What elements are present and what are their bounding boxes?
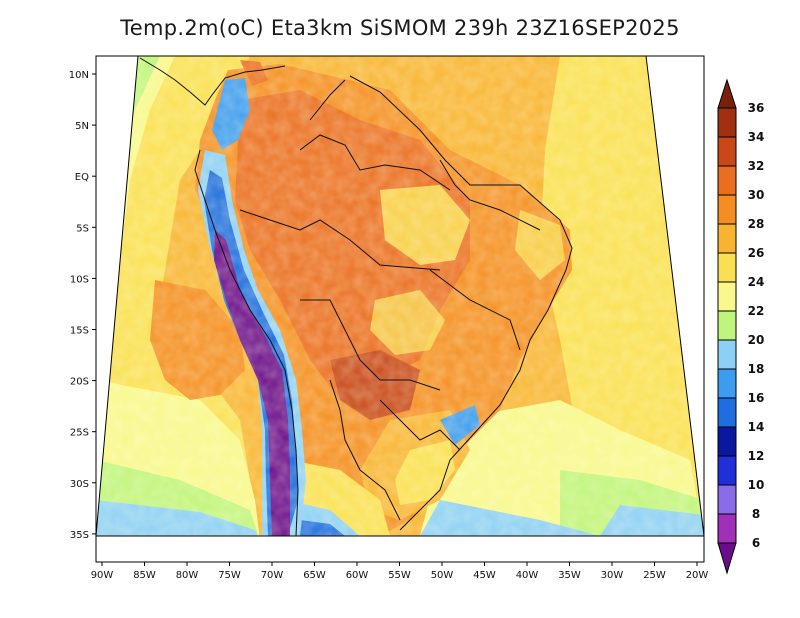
lon-tick-label: 90W: [91, 570, 114, 581]
colorbar-box: [717, 426, 737, 457]
lat-tick-label: EQ: [75, 172, 89, 183]
lat-tick-label: 35S: [70, 530, 89, 541]
lon-tick-label: 35W: [558, 570, 581, 581]
latitude-axis: 10N 5N EQ 5S 10S 15S 20S 25S 30S 35S: [69, 70, 96, 541]
colorbar-label: 18: [748, 362, 765, 376]
lat-tick-label: 10N: [69, 70, 89, 81]
coastlines: [139, 57, 573, 537]
colorbar-label: 16: [748, 391, 765, 405]
colorbar-box: [717, 223, 737, 254]
lon-tick-label: 65W: [303, 570, 326, 581]
colorbar-label: 22: [748, 304, 765, 318]
lon-tick-label: 25W: [643, 570, 666, 581]
colorbar-label: 12: [748, 449, 765, 463]
colorbar-box: [717, 513, 737, 544]
colorbar-top-arrow: [717, 78, 737, 109]
colorbar-label: 36: [748, 101, 765, 115]
colorbar-box: [717, 252, 737, 283]
lon-tick-label: 30W: [601, 570, 624, 581]
lon-tick-label: 40W: [516, 570, 539, 581]
lat-tick-label: 20S: [70, 377, 89, 388]
lon-tick-label: 55W: [388, 570, 411, 581]
colorbar-box: [717, 455, 737, 486]
colorbar-label: 26: [748, 246, 765, 260]
colorbar-box: [717, 339, 737, 370]
colorbar-box: [717, 194, 737, 225]
lat-tick-label: 25S: [70, 428, 89, 439]
colorbar-box: [717, 310, 737, 341]
colorbar-box: [717, 281, 737, 312]
longitude-axis: 90W 85W 80W 75W 70W 65W 60W 55W 50W 45W 40W 35W 30W 2…: [91, 562, 709, 581]
temperature-field: [96, 56, 704, 536]
colorbar: 36 34 32 30 28 26 24 22 20 18 16 14 12 10 8 6: [717, 78, 765, 575]
colorbar-box: [717, 484, 737, 515]
colorbar-label: 10: [748, 478, 765, 492]
lon-tick-label: 20W: [686, 570, 709, 581]
lat-tick-label: 5N: [75, 121, 89, 132]
lat-tick-label: 15S: [70, 326, 89, 337]
colorbar-label: 34: [748, 130, 765, 144]
colorbar-label: 30: [748, 188, 765, 202]
colorbar-label: 14: [748, 420, 765, 434]
colorbar-box: [717, 368, 737, 399]
lat-tick-label: 30S: [70, 479, 89, 490]
map-title: Temp.2m(oC) Eta3km SiSMOM 239h 23Z16SEP2…: [120, 16, 680, 40]
colorbar-label: 28: [748, 217, 765, 231]
colorbar-label: 24: [748, 275, 765, 289]
colorbar-label: 6: [752, 536, 760, 550]
lon-tick-label: 45W: [473, 570, 496, 581]
colorbar-label: 20: [748, 333, 765, 347]
colorbar-box: [717, 165, 737, 196]
lon-tick-label: 85W: [133, 570, 156, 581]
colorbar-box: [717, 136, 737, 167]
lat-tick-label: 10S: [70, 274, 89, 285]
colorbar-label: 32: [748, 159, 765, 173]
colorbar-box: [717, 397, 737, 428]
lon-tick-label: 60W: [346, 570, 369, 581]
lon-tick-label: 75W: [218, 570, 241, 581]
colorbar-bottom-arrow: [717, 542, 737, 575]
lon-tick-label: 50W: [431, 570, 454, 581]
lon-tick-label: 70W: [261, 570, 284, 581]
lat-tick-label: 5S: [76, 223, 89, 234]
lon-tick-label: 80W: [176, 570, 199, 581]
colorbar-box: [717, 107, 737, 138]
colorbar-label: 8: [752, 507, 760, 521]
